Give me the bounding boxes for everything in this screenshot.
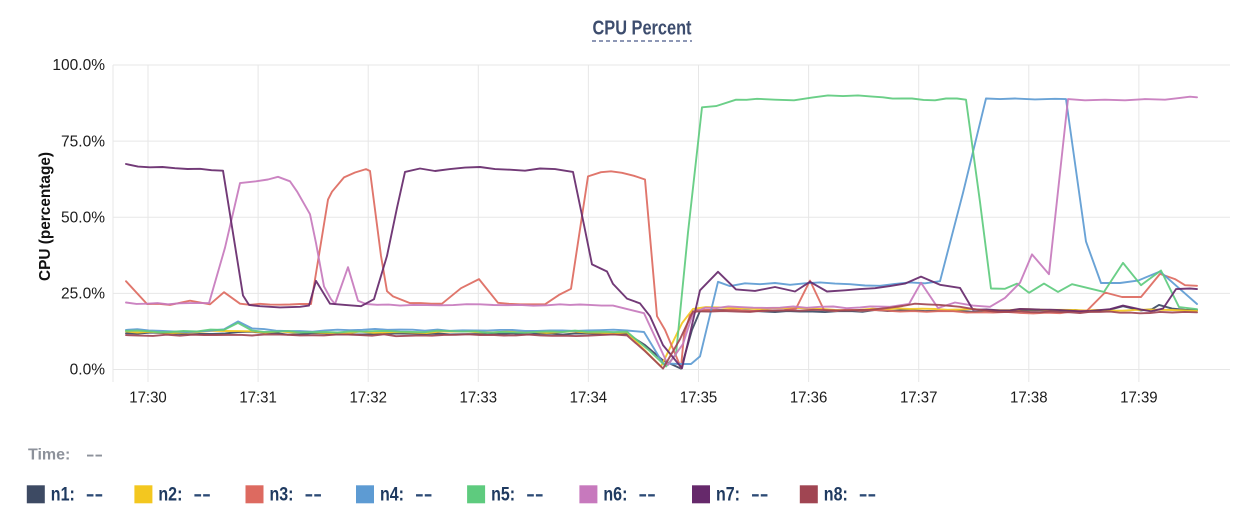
svg-text:--: -- <box>751 485 769 506</box>
svg-text:n5:: n5: <box>491 485 515 506</box>
svg-text:--: -- <box>193 485 211 506</box>
svg-text:n2:: n2: <box>158 485 182 506</box>
svg-text:n6:: n6: <box>603 485 627 506</box>
svg-text:0.0%: 0.0% <box>70 362 106 379</box>
svg-text:17:39: 17:39 <box>1120 390 1158 407</box>
svg-text:17:31: 17:31 <box>239 390 277 407</box>
svg-text:17:37: 17:37 <box>900 390 938 407</box>
svg-text:100.0%: 100.0% <box>52 57 105 74</box>
svg-text:Time:: Time: <box>28 447 70 464</box>
svg-text:--: -- <box>415 485 433 506</box>
svg-text:n1:: n1: <box>51 485 75 506</box>
svg-text:CPU (percentage): CPU (percentage) <box>37 152 54 281</box>
svg-text:50.0%: 50.0% <box>61 209 105 226</box>
svg-text:25.0%: 25.0% <box>61 286 105 303</box>
svg-text:17:32: 17:32 <box>349 390 387 407</box>
svg-text:17:38: 17:38 <box>1010 390 1048 407</box>
svg-text:75.0%: 75.0% <box>61 133 105 150</box>
svg-text:--: -- <box>86 447 103 464</box>
svg-text:17:34: 17:34 <box>570 390 608 407</box>
svg-text:n8:: n8: <box>824 485 848 506</box>
svg-text:17:30: 17:30 <box>129 390 167 407</box>
svg-text:--: -- <box>86 485 104 506</box>
svg-text:17:33: 17:33 <box>460 390 498 407</box>
svg-text:--: -- <box>638 485 656 506</box>
svg-text:17:36: 17:36 <box>790 390 828 407</box>
svg-text:n7:: n7: <box>716 485 740 506</box>
svg-text:n3:: n3: <box>270 485 294 506</box>
svg-text:n4:: n4: <box>380 485 404 506</box>
svg-text:--: -- <box>305 485 323 506</box>
svg-text:--: -- <box>859 485 877 506</box>
svg-text:--: -- <box>526 485 544 506</box>
svg-text:CPU Percent: CPU Percent <box>593 18 692 40</box>
svg-text:17:35: 17:35 <box>680 390 718 407</box>
